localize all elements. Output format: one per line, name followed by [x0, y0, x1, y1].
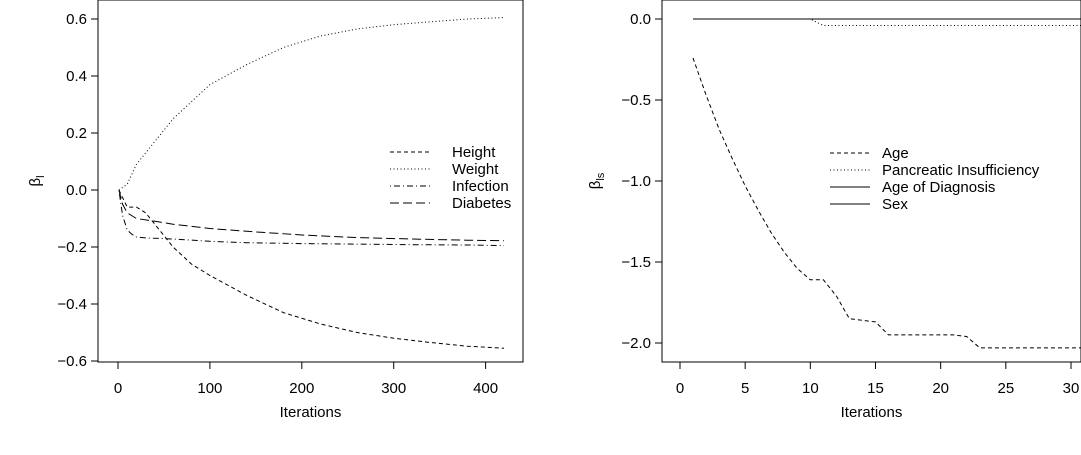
x-tick-label: 200	[289, 380, 314, 397]
y-axis-symbol: β	[587, 180, 604, 189]
y-tick-label: −1.5	[621, 254, 651, 271]
y-tick-label: 0.6	[66, 11, 87, 28]
legend-label: Sex	[882, 196, 908, 213]
y-tick-label: −2.0	[621, 335, 651, 352]
right-panel: 0 5 10 15 20 25 30 −2.0 −1.5 −1.0 −0.5 0.0 Iteration…	[587, 0, 1081, 421]
y-axis-label: βl	[27, 175, 47, 186]
legend-label: Age of Diagnosis	[882, 179, 995, 196]
series-line-height	[118, 189, 505, 349]
y-axis-subscript: ls	[595, 172, 607, 180]
y-tick-label: −0.5	[621, 92, 651, 109]
legend-label: Infection	[452, 178, 509, 195]
x-axis-label: Iterations	[841, 404, 903, 421]
legend-label: Pancreatic Insufficiency	[882, 162, 1040, 179]
series-line-infection	[118, 189, 505, 247]
legend-label: Weight	[452, 161, 499, 178]
y-tick-label: 0.4	[66, 68, 87, 85]
x-tick-label: 15	[867, 380, 884, 397]
x-tick-label: 30	[1063, 380, 1080, 397]
series-line-age	[692, 57, 1081, 349]
x-tick-label: 25	[997, 380, 1014, 397]
y-tick-label: −0.2	[57, 239, 87, 256]
y-tick-label: 0.0	[66, 182, 87, 199]
y-axis-symbol: β	[27, 178, 44, 187]
plot-frame	[97, 0, 524, 363]
x-tick-label: 10	[802, 380, 819, 397]
y-tick-label: 0.0	[630, 11, 651, 28]
left-panel: 0 100 200 300 400 −0.6 −0.4 −0.2 0.0 0.2 0.4 0.6 Ite…	[27, 0, 524, 421]
series-line-weight	[118, 17, 505, 191]
plot-frame	[661, 0, 1081, 363]
x-tick-label: 5	[741, 380, 749, 397]
x-tick-label: 0	[676, 380, 684, 397]
legend-label: Diabetes	[452, 195, 511, 212]
x-tick-label: 100	[197, 380, 222, 397]
x-axis-label: Iterations	[280, 404, 342, 421]
series-line-diabetes	[118, 189, 505, 242]
x-tick-label: 300	[381, 380, 406, 397]
y-axis-subscript: l	[35, 175, 47, 177]
legend-label: Height	[452, 144, 496, 161]
x-tick-label: 20	[932, 380, 949, 397]
x-tick-label: 0	[114, 380, 122, 397]
legend-label: Age	[882, 145, 909, 162]
y-tick-label: 0.2	[66, 125, 87, 142]
series-line-pancreatic-insufficiency	[693, 18, 1081, 26]
y-tick-label: −1.0	[621, 173, 651, 190]
y-tick-label: −0.4	[57, 296, 87, 313]
x-tick-label: 400	[473, 380, 498, 397]
y-axis-label: βls	[587, 172, 607, 189]
y-tick-label: −0.6	[57, 353, 87, 370]
